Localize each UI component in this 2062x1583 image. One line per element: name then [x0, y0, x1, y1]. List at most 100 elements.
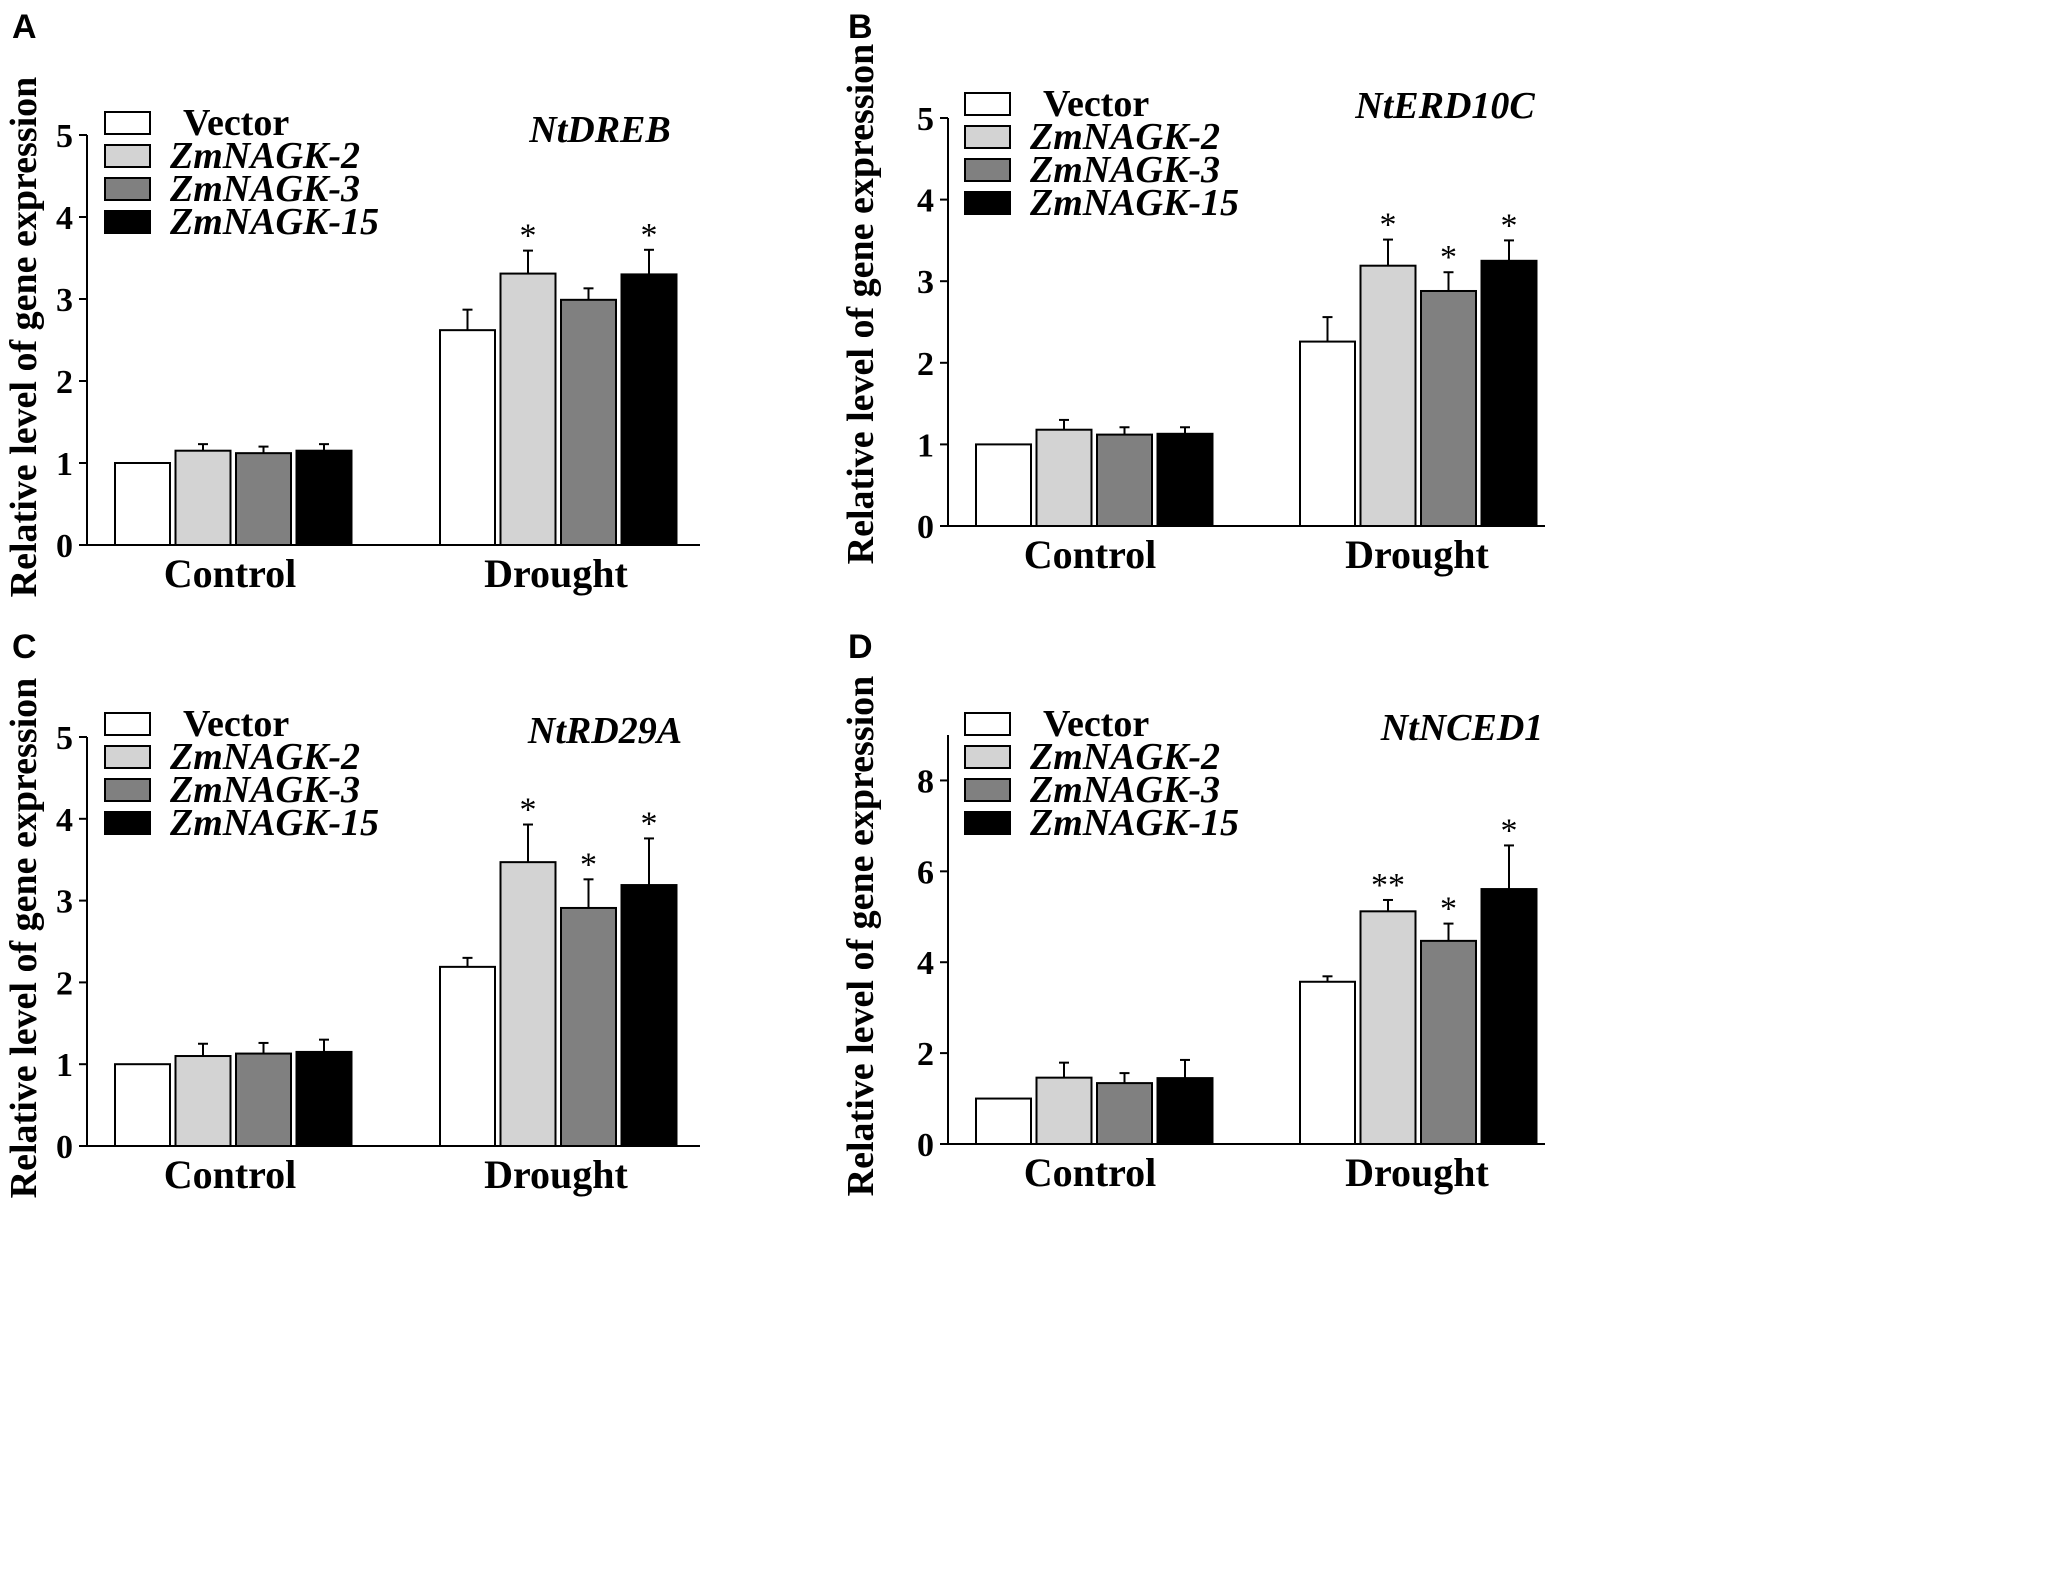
category-label-drought: Drought: [1345, 1150, 1489, 1195]
bar-vector-drought: [439, 965, 496, 1147]
y-tick-label: 1: [917, 427, 934, 464]
y-axis-title: Relative level of gene expression: [3, 77, 45, 598]
panel-d: D 0 2 4 6 8 Relative level of gene expression C…: [840, 628, 1545, 1196]
legend-label-vector: Vector: [1043, 703, 1149, 745]
legend-label-vector: Vector: [1043, 83, 1149, 125]
y-tick-label: 4: [56, 802, 73, 839]
y-tick-label: 5: [56, 720, 73, 757]
gene-title: NtRD29A: [527, 710, 682, 752]
panel-letter: A: [12, 8, 37, 46]
bar-zmnagk-2-drought: [499, 861, 557, 1147]
panel-a: A 0 1 2 3 4 5 Relative level of gene expression…: [3, 8, 700, 597]
significance-mark: *: [1440, 891, 1457, 928]
bar-zmnagk-2-control: [174, 449, 232, 547]
legend-swatch-zmnagk-3: [104, 778, 151, 802]
legend-label-zmnagk-2: ZmNAGK-2: [169, 135, 360, 177]
legend-label-zmnagk-2: ZmNAGK-2: [169, 736, 360, 778]
bar-zmnagk-2-drought: [499, 272, 557, 546]
category-label-control: Control: [1024, 1150, 1157, 1195]
legend-swatch-zmnagk-2: [964, 125, 1011, 149]
gene-title: NtERD10C: [1354, 85, 1535, 127]
legend-label-zmnagk-3: ZmNAGK-3: [1029, 769, 1220, 811]
panel-letter: C: [12, 628, 37, 666]
legend-swatch-zmnagk-2: [104, 144, 151, 168]
bar-vector-drought: [439, 329, 496, 546]
y-tick-label: 4: [917, 183, 934, 220]
legend-swatch-zmnagk-15: [104, 210, 151, 234]
legend-swatch-zmnagk-15: [104, 811, 151, 835]
y-tick-label: 6: [917, 854, 934, 891]
bar-zmnagk-3-drought: [1420, 939, 1477, 1146]
significance-mark: *: [1501, 812, 1518, 849]
category-label-control: Control: [164, 1152, 297, 1197]
y-tick-label: 1: [56, 446, 73, 483]
y-tick-label: 3: [56, 884, 73, 921]
panel-c: C 0 1 2 3 4 5 Relative level of gene expression…: [3, 628, 700, 1198]
significance-mark: *: [1440, 239, 1457, 276]
legend-swatch-zmnagk-3: [964, 778, 1011, 802]
y-tick-label: 5: [917, 101, 934, 138]
legend-swatch-vector: [964, 712, 1011, 736]
legend-swatch-vector: [964, 92, 1011, 116]
bar-zmnagk-2-control: [1035, 1076, 1093, 1146]
significance-mark: *: [641, 805, 658, 842]
y-axis-title: Relative level of gene expression: [840, 44, 882, 565]
bar-zmnagk-2-control: [1035, 428, 1093, 528]
bar-zmnagk-15-drought: [620, 884, 678, 1147]
bar-zmnagk-15-control: [1156, 432, 1214, 527]
y-tick-label: 0: [56, 1129, 73, 1166]
legend-label-zmnagk-2: ZmNAGK-2: [1029, 116, 1220, 158]
bar-vector-control: [114, 1063, 171, 1147]
legend-label-zmnagk-15: ZmNAGK-15: [1029, 802, 1239, 844]
y-tick-label: 0: [917, 1127, 934, 1164]
legend-label-zmnagk-3: ZmNAGK-3: [169, 168, 360, 210]
y-tick-label: 1: [56, 1047, 73, 1084]
significance-mark: *: [1380, 207, 1397, 244]
bar-zmnagk-2-control: [174, 1055, 232, 1148]
bar-zmnagk-3-drought: [1420, 289, 1477, 527]
y-tick-label: 4: [917, 945, 934, 982]
legend-label-zmnagk-2: ZmNAGK-2: [1029, 736, 1220, 778]
bar-vector-drought: [1299, 980, 1356, 1145]
bar-zmnagk-3-drought: [560, 298, 617, 546]
y-axis-title: Relative level of gene expression: [840, 676, 882, 1197]
y-tick-label: 0: [917, 509, 934, 546]
legend-label-vector: Vector: [183, 703, 289, 745]
y-tick-label: 5: [56, 118, 73, 155]
y-axis-title: Relative level of gene expression: [3, 678, 45, 1199]
legend-label-zmnagk-15: ZmNAGK-15: [1029, 182, 1239, 224]
legend-label-vector: Vector: [183, 102, 289, 144]
bar-zmnagk-3-drought: [560, 906, 617, 1147]
category-label-control: Control: [1024, 532, 1157, 577]
legend-swatch-zmnagk-15: [964, 811, 1011, 835]
bar-zmnagk-3-control: [235, 1052, 292, 1148]
y-tick-label: 2: [917, 1036, 934, 1073]
category-label-drought: Drought: [484, 1152, 628, 1197]
bar-zmnagk-15-control: [295, 1050, 353, 1148]
significance-mark: *: [641, 217, 658, 254]
bar-zmnagk-2-drought: [1359, 910, 1417, 1146]
bar-vector-control: [975, 1097, 1032, 1145]
legend-swatch-zmnagk-2: [964, 745, 1011, 769]
bar-zmnagk-3-control: [1096, 1082, 1153, 1146]
panel-b: B 0 1 2 3 4 5 Relative level of gene expression…: [840, 8, 1545, 577]
bar-vector-control: [114, 462, 171, 546]
gene-title: NtNCED1: [1380, 707, 1544, 749]
bar-zmnagk-15-drought: [1480, 888, 1538, 1145]
category-label-control: Control: [164, 551, 297, 596]
legend-label-zmnagk-3: ZmNAGK-3: [169, 769, 360, 811]
y-tick-label: 0: [56, 528, 73, 565]
bar-zmnagk-3-control: [1096, 433, 1153, 527]
significance-mark: *: [520, 792, 537, 829]
y-tick-label: 2: [917, 346, 934, 383]
legend-label-zmnagk-15: ZmNAGK-15: [169, 802, 379, 844]
y-tick-label: 2: [56, 965, 73, 1002]
y-tick-label: 8: [917, 763, 934, 800]
bar-zmnagk-15-drought: [620, 273, 678, 546]
bar-zmnagk-15-control: [1156, 1077, 1214, 1146]
significance-mark: *: [1501, 207, 1518, 244]
bar-zmnagk-15-control: [295, 449, 353, 547]
y-tick-label: 3: [917, 264, 934, 301]
